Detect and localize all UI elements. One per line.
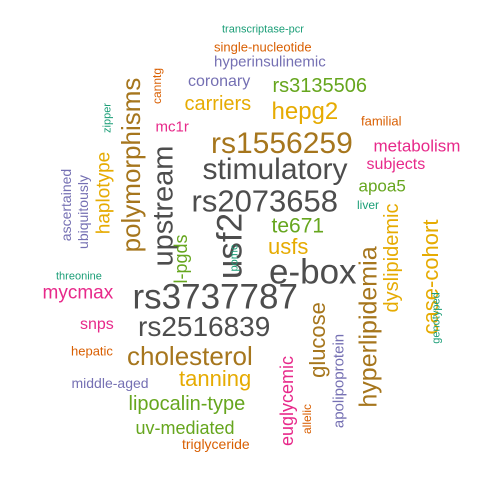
cloud-word: canntg: [150, 67, 165, 105]
cloud-word: genotyped: [430, 292, 443, 344]
cloud-word: lipocalin-type: [128, 393, 246, 415]
cloud-word: rs3737787: [132, 277, 298, 317]
cloud-word: te671: [271, 214, 325, 238]
cloud-word: mycmax: [42, 282, 114, 304]
cloud-word: snps: [80, 316, 114, 333]
cloud-word: apoa5: [358, 176, 406, 196]
cloud-word: hyperinsulinemic: [214, 53, 326, 71]
cloud-word: triglyceride: [182, 436, 250, 452]
cloud-word: coronary: [188, 73, 251, 90]
cloud-word: polymorphisms: [115, 77, 146, 253]
cloud-word: hyperlipidemia: [354, 246, 383, 408]
cloud-word: familial: [361, 113, 402, 129]
cloud-word: zipper: [101, 103, 114, 133]
cloud-word: usfs: [268, 234, 309, 259]
cloud-word: metabolism: [373, 136, 461, 156]
cloud-word: rs2516839: [138, 311, 271, 342]
cloud-word: rs3135506: [272, 75, 368, 97]
cloud-word: pomc: [228, 244, 241, 272]
cloud-word: carriers: [184, 93, 252, 115]
cloud-word: euglycemic: [277, 355, 298, 447]
cloud-word: stimulatory: [202, 153, 348, 186]
cloud-word: apolipoprotein: [330, 333, 348, 429]
cloud-word: rs1556259: [211, 127, 353, 160]
cloud-word: subjects: [366, 156, 426, 173]
cloud-word: cholesterol: [127, 341, 253, 371]
cloud-word: transcriptase-pcr: [222, 23, 304, 36]
cloud-word: hepg2: [271, 98, 339, 125]
cloud-word: threonine: [56, 270, 102, 283]
cloud-word: hepatic: [71, 343, 113, 359]
cloud-word: e-box: [269, 252, 357, 292]
cloud-word: dyslipidemic: [380, 203, 403, 313]
cloud-word: tanning: [179, 366, 252, 391]
cloud-word: single-nucleotide: [214, 39, 312, 55]
cloud-word: glucose: [304, 302, 330, 378]
cloud-word: uv-mediated: [135, 418, 235, 438]
cloud-word: allelic: [300, 403, 315, 435]
cloud-word: haplotype: [93, 151, 115, 235]
cloud-word: middle-aged: [71, 375, 149, 391]
cloud-word: liver: [357, 198, 380, 212]
cloud-word: ascertained: [58, 168, 75, 242]
cloud-word: ubiquitously: [74, 175, 91, 249]
cloud-word: mc1r: [155, 118, 189, 136]
cloud-word: rs2073658: [191, 183, 339, 219]
cloud-word: l-pgds: [171, 234, 192, 284]
